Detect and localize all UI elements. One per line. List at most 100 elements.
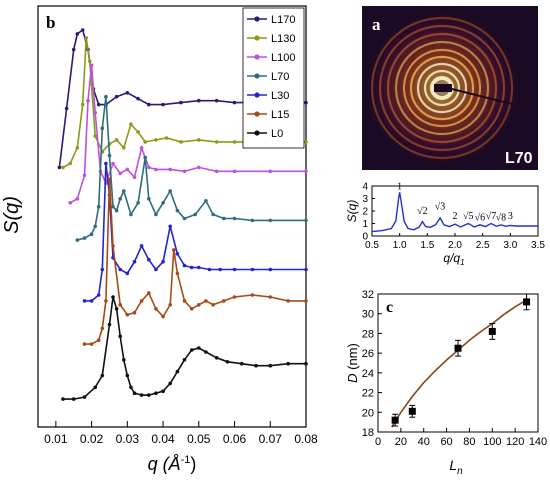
panel-b-series-group <box>57 28 308 401</box>
series-point-l70 <box>147 197 151 201</box>
legend-label-l0: L0 <box>271 128 283 140</box>
inset-peak-label: √3 <box>435 202 446 213</box>
series-point-l30 <box>104 161 108 166</box>
c-y-tick-label: 32 <box>362 289 374 301</box>
xlabel-q: q (Å <box>148 454 181 474</box>
series-point-l15 <box>111 244 115 248</box>
c-xlabel: Ln <box>449 457 463 477</box>
series-point-l70 <box>193 212 197 217</box>
series-point-l130 <box>88 59 92 64</box>
series-point-l70 <box>154 212 158 217</box>
series-point-l0 <box>114 307 119 311</box>
series-point-l15 <box>154 307 158 311</box>
series-point-l15 <box>304 299 308 303</box>
c-xlabel-sub: n <box>457 466 463 477</box>
series-point-l70 <box>114 208 119 213</box>
series-point-l130 <box>122 146 126 150</box>
series-point-l130 <box>154 138 158 142</box>
c-x-tick-label: 20 <box>395 436 407 448</box>
series-point-l100 <box>304 169 308 174</box>
series-point-l30 <box>132 259 137 264</box>
series-point-l30 <box>218 267 222 272</box>
series-point-l130 <box>136 130 140 134</box>
legend-marker-l15 <box>254 111 260 117</box>
series-point-l170 <box>96 102 101 107</box>
series-point-l0 <box>197 346 201 350</box>
inset-peak-label: 3 <box>508 211 513 222</box>
series-point-l70 <box>222 216 226 221</box>
series-point-l0 <box>189 348 194 352</box>
c-x-tick-label: 80 <box>463 436 475 448</box>
series-point-l170 <box>64 106 69 111</box>
x-tick-label: 0.02 <box>80 432 104 446</box>
inset-peak-label: 2 <box>453 211 458 222</box>
series-point-l15 <box>222 299 226 303</box>
series-point-l70 <box>268 218 273 223</box>
series-point-l100 <box>268 169 273 174</box>
panel-c-diameter-chart: c 0 20 40 60 80 100 120 140 18 20 22 24 26 28 30 32 D (nm… <box>345 289 547 477</box>
series-point-l130 <box>114 138 119 142</box>
c-ylabel-unit: (nm) <box>345 343 360 373</box>
diffraction-ring <box>423 69 461 107</box>
series-point-l30 <box>304 267 308 272</box>
c-x-tick-label: 40 <box>418 436 430 448</box>
x-tick-label: 0.08 <box>294 432 318 446</box>
series-point-l30 <box>197 265 201 270</box>
series-point-l100 <box>139 146 144 150</box>
series-line-l0 <box>63 296 306 400</box>
inset-y-tick-label: 4 <box>362 182 368 193</box>
series-point-l70 <box>93 224 97 229</box>
series-point-l0 <box>239 361 244 366</box>
series-point-l15 <box>268 295 273 299</box>
series-point-l15 <box>125 312 130 317</box>
legend-label-l130: L130 <box>271 33 295 45</box>
series-point-l15 <box>197 303 201 307</box>
diffraction-ring <box>409 55 475 121</box>
series-point-l30 <box>154 267 158 272</box>
series-point-l0 <box>125 373 130 378</box>
series-point-l30 <box>175 252 180 256</box>
series-point-l70 <box>89 232 94 236</box>
series-point-l15 <box>189 307 194 311</box>
series-point-l170 <box>125 91 130 95</box>
legend-label-l70: L70 <box>271 71 289 83</box>
series-point-l130 <box>80 102 85 107</box>
x-tick-label: 0.06 <box>223 432 247 446</box>
series-point-l130 <box>179 140 183 144</box>
series-point-l130 <box>197 138 201 142</box>
x-tick-label: 0.05 <box>187 432 211 446</box>
series-point-l0 <box>254 363 258 368</box>
series-point-l70 <box>136 201 140 205</box>
series-point-l100 <box>132 175 137 179</box>
series-point-l100 <box>68 201 72 205</box>
beamstop <box>434 84 452 92</box>
panel-b-label: b <box>46 13 55 32</box>
series-point-l15 <box>168 303 172 307</box>
series-point-l70 <box>182 216 187 221</box>
series-point-l15 <box>82 342 87 346</box>
series-point-l0 <box>161 389 165 394</box>
series-point-l15 <box>89 342 94 346</box>
series-point-l15 <box>161 314 165 319</box>
series-point-l30 <box>89 299 94 303</box>
series-point-l70 <box>129 212 133 217</box>
x-tick-label: 0.04 <box>151 432 175 446</box>
c-x-tick-label: 140 <box>529 436 547 448</box>
legend-marker-l170 <box>254 16 260 22</box>
c-ylabel: D (nm) <box>345 343 360 383</box>
series-point-l70 <box>143 155 147 160</box>
series-point-l0 <box>147 393 151 397</box>
panel-b-x-ticks: 0.01 0.02 0.03 0.04 0.05 0.06 0.07 0.08 <box>44 421 318 446</box>
c-y-tick-label: 26 <box>362 348 374 360</box>
series-point-l70 <box>232 216 237 221</box>
legend-label-l100: L100 <box>271 52 295 64</box>
series-point-l100 <box>182 169 187 174</box>
series-point-l170 <box>80 28 85 32</box>
series-point-l30 <box>147 257 151 262</box>
series-point-l0 <box>175 369 180 374</box>
series-point-l30 <box>96 293 101 297</box>
panel-b-ylabel: S(q) <box>1 196 23 234</box>
series-point-l15 <box>147 291 151 295</box>
series-point-l15 <box>211 303 215 307</box>
series-point-l100 <box>118 171 122 176</box>
